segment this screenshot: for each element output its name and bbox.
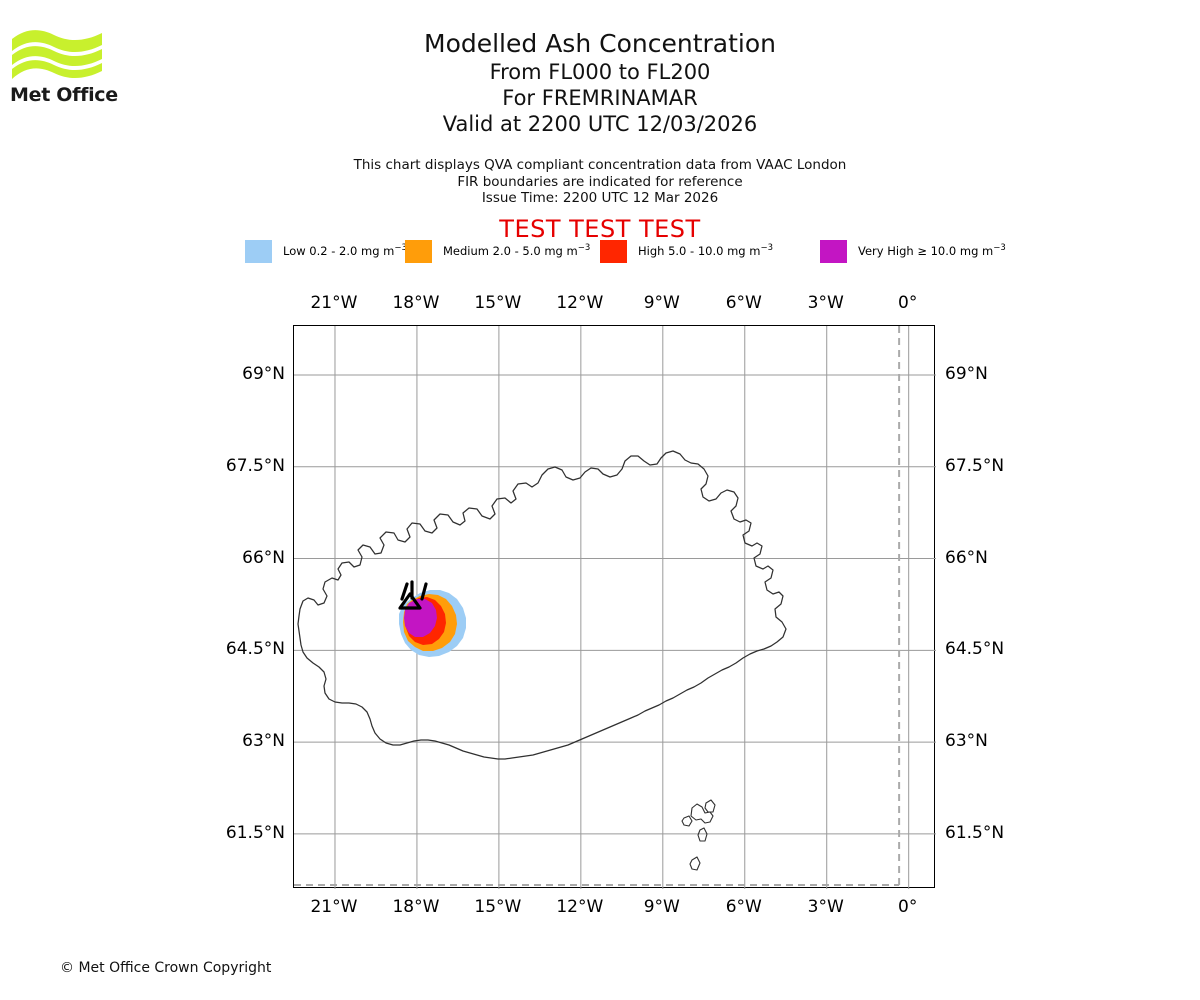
- coastline-iceland: [297, 450, 787, 760]
- axis-tick-lat-left: 64.5°N: [225, 639, 285, 660]
- axis-tick-lon-top: 0°: [898, 293, 918, 313]
- legend-swatch: [820, 239, 847, 263]
- axis-tick-lat-left: 69°N: [242, 363, 285, 384]
- axis-tick-lon-top: 3°W: [807, 293, 844, 313]
- coastline-faroe-islands: [681, 799, 716, 871]
- title-volcano-name: For FREMRINAMAR: [502, 86, 698, 110]
- chart-notes: This chart displays QVA compliant concen…: [0, 157, 1200, 207]
- chart-title-block: Modelled Ash Concentration From FL000 to…: [0, 28, 1200, 137]
- note-qva-compliance: This chart displays QVA compliant concen…: [353, 157, 847, 173]
- title-valid-time: Valid at 2200 UTC 12/03/2026: [442, 112, 758, 136]
- axis-tick-lat-right: 67.5°N: [945, 455, 1005, 476]
- axis-tick-lon-top: 12°W: [556, 293, 604, 313]
- axis-tick-lat-right: 61.5°N: [945, 822, 1005, 843]
- legend-label: Low 0.2 - 2.0 mg m−3: [283, 243, 407, 258]
- legend-swatch: [245, 239, 272, 263]
- axis-tick-lat-right: 63°N: [945, 731, 988, 752]
- axis-tick-lon-bottom: 0°: [898, 897, 918, 917]
- test-banner: TEST TEST TEST: [499, 215, 701, 243]
- concentration-legend: Low 0.2 - 2.0 mg m−3 Medium 2.0 - 5.0 mg …: [245, 239, 1006, 265]
- fir-boundary-line: [294, 326, 901, 889]
- legend-label: Medium 2.0 - 5.0 mg m−3: [443, 243, 591, 258]
- legend-item: Low 0.2 - 2.0 mg m−3: [245, 239, 407, 263]
- legend-swatch: [405, 239, 432, 263]
- legend-item: Medium 2.0 - 5.0 mg m−3: [405, 239, 590, 263]
- legend-label: Very High ≥ 10.0 mg m−3: [858, 243, 1006, 258]
- note-issue-time: Issue Time: 2200 UTC 12 Mar 2026: [481, 190, 719, 206]
- axis-tick-lat-left: 63°N: [242, 731, 285, 752]
- met-office-logo-text: Met Office: [10, 84, 118, 106]
- axis-tick-lon-bottom: 15°W: [474, 897, 522, 917]
- axis-tick-lon-top: 6°W: [725, 293, 762, 313]
- map-canvas: [294, 326, 936, 889]
- volcano-marker-icon: [398, 580, 428, 610]
- axis-tick-lon-top: 9°W: [643, 293, 680, 313]
- axis-tick-lon-bottom: 18°W: [392, 897, 440, 917]
- legend-item: Very High ≥ 10.0 mg m−3: [820, 239, 1006, 263]
- axis-tick-lon-bottom: 12°W: [556, 897, 604, 917]
- axis-tick-lon-top: 21°W: [310, 293, 358, 313]
- legend-item: High 5.0 - 10.0 mg m−3: [600, 239, 773, 263]
- legend-label: High 5.0 - 10.0 mg m−3: [638, 243, 773, 258]
- page-title: Modelled Ash Concentration: [424, 29, 776, 58]
- legend-swatch: [600, 239, 627, 263]
- axis-tick-lat-right: 64.5°N: [945, 639, 1005, 660]
- ash-plume-contours: [399, 590, 466, 657]
- met-office-logo-mark: [12, 30, 102, 79]
- note-fir-boundaries: FIR boundaries are indicated for referen…: [457, 173, 743, 190]
- axis-tick-lon-bottom: 3°W: [807, 897, 844, 917]
- axis-tick-lat-right: 66°N: [945, 547, 988, 568]
- axis-tick-lon-bottom: 21°W: [310, 897, 358, 917]
- title-flight-levels: From FL000 to FL200: [489, 60, 711, 84]
- axis-tick-lon-top: 18°W: [392, 293, 440, 313]
- met-office-logo: Met Office: [10, 25, 130, 115]
- axis-tick-lat-left: 67.5°N: [225, 455, 285, 476]
- axis-tick-lat-right: 69°N: [945, 363, 988, 384]
- axis-tick-lon-bottom: 6°W: [725, 897, 762, 917]
- axis-tick-lon-top: 15°W: [474, 293, 522, 313]
- axis-tick-lon-bottom: 9°W: [643, 897, 680, 917]
- axis-tick-lat-left: 61.5°N: [225, 822, 285, 843]
- map-plot-area: [293, 325, 936, 889]
- axis-tick-lat-left: 66°N: [242, 547, 285, 568]
- copyright-footer: © Met Office Crown Copyright: [60, 960, 272, 976]
